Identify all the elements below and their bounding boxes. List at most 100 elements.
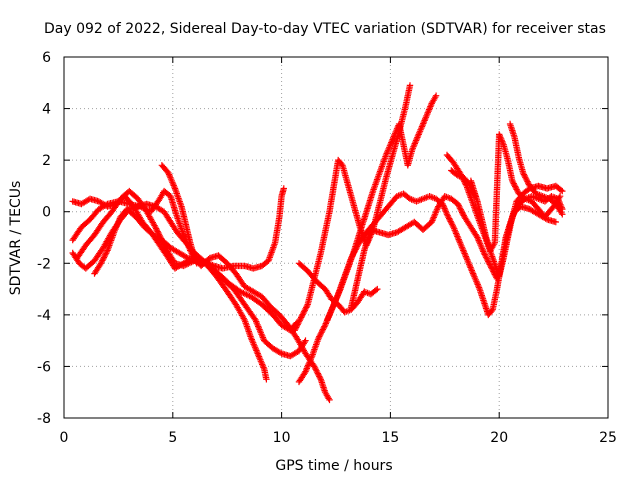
data-point [510,180,517,187]
data-point [157,234,164,241]
data-point [458,207,465,215]
data-point [473,279,481,287]
x-tick-label: 20 [490,430,508,446]
data-point [183,261,190,268]
data-point [424,109,431,116]
data-point [311,363,318,370]
data-point [557,186,565,194]
data-point [512,184,520,192]
data-point [427,103,434,110]
data-point [188,250,195,257]
data-point [414,132,422,140]
data-point [300,309,307,317]
data-point [140,204,147,212]
data-point [470,190,477,197]
data-point [328,307,335,314]
data-point [522,175,530,182]
data-point [317,330,324,337]
data-point [294,321,301,328]
data-point [467,265,475,273]
data-point [180,262,187,270]
data-point [295,318,303,325]
data-point [513,186,520,193]
data-point [446,216,454,224]
data-point [461,250,468,257]
data-point [326,310,334,317]
data-point [520,171,528,178]
data-point [316,373,323,380]
data-point [313,369,321,376]
data-point [161,242,168,249]
data-point [524,178,531,185]
x-tick-label: 5 [168,430,177,446]
data-point [152,225,160,232]
y-tick-label: -4 [37,308,51,324]
data-point [102,251,109,258]
data-point [425,106,433,113]
data-point [466,181,473,188]
data-point [456,239,464,246]
plot-frame [63,56,609,419]
data-point [192,258,200,266]
data-point [187,247,194,254]
data-point [511,181,518,189]
data-point [490,241,498,248]
y-tick-label: 0 [42,205,51,221]
data-point [556,193,564,200]
data-point [459,209,466,216]
data-point [467,183,474,190]
data-point [499,140,507,147]
data-point [301,307,308,314]
data-point [240,315,247,322]
data-point [428,218,435,226]
data-point [249,338,256,345]
data-point [320,324,327,332]
data-point [260,364,267,371]
data-point [485,259,493,267]
data-point [446,215,453,222]
data-point [522,174,529,181]
data-point [432,92,440,99]
data-point [303,302,311,310]
data-point [187,248,195,255]
data-points [69,82,566,404]
data-point [298,312,306,320]
data-point [457,206,464,213]
data-point [313,367,320,374]
data-point [447,218,454,225]
data-point [112,224,120,231]
y-tick-label: -6 [37,359,51,375]
y-tick-label: -8 [37,411,51,427]
y-tick-label: 2 [42,153,51,169]
data-point [458,242,465,249]
data-point [280,185,287,192]
data-point [165,171,173,178]
data-point [556,194,563,201]
data-point [97,260,105,267]
series-track-10 [295,260,381,316]
series-track-14 [506,120,566,218]
data-point [311,364,319,372]
data-point [256,355,263,362]
data-point [450,224,457,231]
data-point [316,374,324,382]
data-point [137,203,144,210]
data-point [297,315,304,323]
data-point [153,226,160,234]
data-point [413,135,420,143]
series-track-9 [324,92,440,324]
data-point [433,208,440,215]
data-point [298,314,305,321]
data-point [143,206,150,213]
data-point [481,251,488,258]
data-point [521,172,528,180]
data-point [326,396,333,404]
data-point [312,366,319,373]
data-point [251,342,258,349]
data-point [102,250,110,257]
data-point [240,289,247,297]
data-point [465,180,472,187]
data-point [469,187,476,194]
data-point [552,218,559,226]
